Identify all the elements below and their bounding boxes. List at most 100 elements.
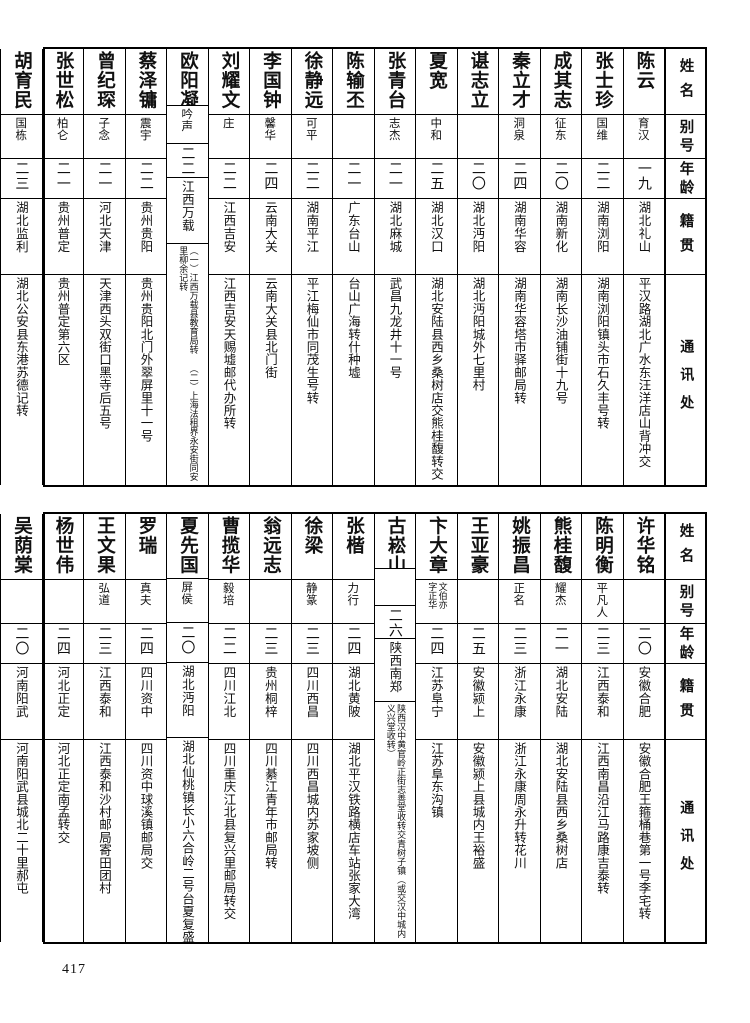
row-label-age: 年龄 bbox=[666, 159, 705, 199]
entry-native: 江西泰和 bbox=[84, 664, 125, 740]
entry-address: 四川重庆江北县复兴里邮局转交 bbox=[209, 740, 250, 942]
entry-name-text: 成其志 bbox=[551, 51, 572, 110]
entry-address: 安徽颍上县城内王裕盛 bbox=[458, 740, 499, 942]
entry-address-text: 贵州贵阳北门外翠屏里十一号 bbox=[138, 277, 154, 443]
row-label-native: 籍贯 bbox=[666, 199, 705, 275]
entry-alias: 馨华 bbox=[250, 115, 291, 159]
entry-native: 湖北安陆 bbox=[540, 664, 581, 740]
entry-name: 王文果 bbox=[84, 514, 125, 580]
entry-address-text: 四川西昌城内苏家坡侧 bbox=[304, 742, 320, 869]
entry-name: 翁远志 bbox=[250, 514, 291, 580]
entry-name-text: 张士珍 bbox=[592, 51, 614, 110]
entry-age-text: 二二 bbox=[137, 161, 154, 191]
entry-name: 陈输丕 bbox=[333, 49, 374, 115]
entry-native-text: 湖北沔阳 bbox=[179, 664, 195, 717]
entry-name: 熊桂馥 bbox=[540, 514, 581, 580]
roster-entry-column: 张世松 柏仑 二一 贵州普定 贵州普定第六区 bbox=[41, 49, 83, 485]
entry-address-text: 江西南昌沿江马路康吉泰转 bbox=[595, 742, 610, 895]
entry-name: 曹揽华 bbox=[208, 514, 249, 580]
entry-age-text: 二三 bbox=[262, 626, 279, 656]
entry-age-text: 二〇 bbox=[469, 161, 486, 191]
entry-age: 一九 bbox=[623, 159, 664, 199]
entry-age: 二三 bbox=[250, 624, 291, 664]
entry-address-text: 江苏阜东沟镇 bbox=[429, 742, 444, 819]
entry-name: 夏先国 bbox=[167, 514, 208, 580]
entry-address-text: 台山广海转什种墟 bbox=[346, 277, 361, 379]
entry-native: 江苏阜宁 bbox=[416, 664, 457, 740]
row-label-native-text: 籍贯 bbox=[677, 212, 695, 262]
entry-alias bbox=[333, 115, 374, 159]
entry-native-text: 陕西南郑 bbox=[387, 641, 403, 694]
entry-age: 二五 bbox=[457, 624, 498, 664]
entry-address: 湖北安陆县西乡桑树店 bbox=[541, 740, 582, 942]
entry-native: 湖南华容 bbox=[499, 199, 540, 275]
roster-entry-column: 张楷 力行 二四 湖北黄陂 湖北平汉铁路横店车站张家大湾 bbox=[332, 514, 374, 942]
entry-address-text: 河北正定南孟转交 bbox=[55, 742, 71, 844]
entry-name-text: 刘耀文 bbox=[219, 51, 240, 110]
entry-age-text: 二一 bbox=[345, 161, 362, 191]
entry-alias-text: 毅培 bbox=[221, 582, 236, 606]
entry-alias: 屏侯 bbox=[167, 579, 208, 623]
entry-name-text: 曹揽华 bbox=[219, 516, 240, 575]
row-label-name-text: 姓名 bbox=[677, 522, 695, 572]
entry-address-text: 四川綦江青年市邮局转 bbox=[263, 742, 278, 869]
entry-native-text: 湖北监利 bbox=[13, 201, 29, 253]
entry-alias: 可平 bbox=[291, 115, 332, 159]
entry-address: （一）江西万载县教育局转 （二）上海法租界永安街同安里柳余记转 bbox=[167, 244, 208, 485]
roster-entry-column: 蔡泽镛 震宇 二二 贵州贵阳 贵州贵阳北门外翠屏里十一号 bbox=[124, 49, 166, 485]
entry-alias: 吟声 bbox=[167, 106, 208, 144]
entry-address-text: 河南阳武县城北二十里郝屯 bbox=[14, 742, 29, 895]
entry-native-text: 云南大关 bbox=[262, 201, 278, 253]
entry-age-text: 二五 bbox=[469, 626, 486, 656]
entry-native-text: 贵州桐梓 bbox=[262, 666, 278, 718]
entry-alias-text: 国维 bbox=[595, 117, 610, 141]
roster-entry-column: 成其志 征东 二〇 湖南新化 湖南长沙油铺街十九号 bbox=[539, 49, 581, 485]
entry-age: 二一 bbox=[333, 159, 374, 199]
entry-alias bbox=[374, 569, 415, 606]
entry-age: 二二 bbox=[208, 159, 249, 199]
row-label-address-text: 通讯处 bbox=[678, 338, 695, 423]
roster-entry-column: 夏先国 屏侯 二〇 湖北沔阳 湖北仙桃镇长小六合岭二号台夏复盛 bbox=[166, 514, 208, 942]
entry-alias: 平凡人 bbox=[582, 580, 623, 624]
entry-address-text: 湖南华容塔市驿邮局转 bbox=[512, 277, 527, 404]
page-number: 417 bbox=[62, 962, 86, 977]
entry-native-text: 湖北麻城 bbox=[387, 201, 403, 253]
entry-age: 二四 bbox=[499, 159, 540, 199]
entry-age-text: 二〇 bbox=[635, 626, 652, 656]
entry-alias: 育汉 bbox=[623, 115, 664, 159]
entry-native-text: 湖南平江 bbox=[304, 201, 320, 253]
entry-address: 陕西汉中黄官岭正街志善堂收转交青树子镇（或交汉中城内义兴堂收转） bbox=[375, 702, 416, 942]
entry-alias-text: 国栋 bbox=[14, 117, 29, 141]
entry-alias-text: 平凡人 bbox=[595, 582, 610, 618]
entry-alias-text: 弘道 bbox=[97, 582, 112, 606]
entry-address: 平江梅仙市同茂生号转 bbox=[292, 275, 333, 485]
entry-age-text: 二二 bbox=[594, 161, 611, 191]
entry-name: 曾纪琛 bbox=[84, 49, 125, 115]
entry-age-text: 二一 bbox=[386, 161, 403, 191]
entry-native: 河南阳武 bbox=[1, 664, 42, 740]
entry-name-text: 蔡泽镛 bbox=[136, 51, 157, 110]
entry-name-text: 陈明衡 bbox=[592, 516, 614, 575]
entry-age-text: 二三 bbox=[594, 626, 611, 656]
entry-alias: 真夫 bbox=[125, 580, 166, 624]
entry-age-text: 二三 bbox=[511, 626, 528, 656]
entry-alias bbox=[1, 580, 42, 624]
entry-name: 张楷 bbox=[333, 514, 374, 580]
entry-age-text: 二六 bbox=[386, 607, 403, 638]
entry-age-text: 二四 bbox=[54, 626, 71, 656]
roster-entry-column: 刘耀文庄二二 江西吉安 江西吉安天赐墟邮代办所转 bbox=[207, 49, 249, 485]
entry-native-text: 浙江永康 bbox=[511, 666, 527, 718]
entry-name: 张士珍 bbox=[582, 49, 623, 115]
entry-name-text: 李国钟 bbox=[260, 51, 282, 110]
entry-address: 江西泰和沙村邮局寄田团村 bbox=[84, 740, 125, 942]
entry-address-text: 平江梅仙市同茂生号转 bbox=[304, 277, 320, 404]
row-label-age: 年龄 bbox=[666, 624, 705, 664]
roster-entry-column: 谌志立 二〇 湖北沔阳 湖北沔阳城外七里村 bbox=[456, 49, 498, 485]
entry-age: 二一 bbox=[84, 159, 125, 199]
entry-native: 湖南新化 bbox=[540, 199, 581, 275]
entry-native: 安徽合肥 bbox=[623, 664, 664, 740]
entry-name: 姚振昌 bbox=[499, 514, 540, 580]
entry-name: 吴荫棠 bbox=[1, 514, 42, 580]
entry-address-text: 四川重庆江北县复兴里邮局转交 bbox=[221, 742, 237, 920]
entry-alias: 国栋 bbox=[1, 115, 42, 159]
